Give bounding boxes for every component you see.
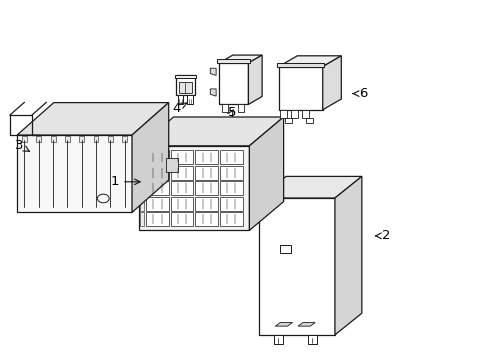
Polygon shape [122,136,127,142]
Polygon shape [278,56,341,67]
Polygon shape [322,56,341,110]
Polygon shape [36,136,41,142]
Polygon shape [170,197,193,211]
Polygon shape [108,136,113,142]
Polygon shape [146,212,168,226]
Polygon shape [22,136,27,142]
Polygon shape [280,245,290,253]
Polygon shape [290,110,297,118]
Text: 4: 4 [172,102,186,114]
Polygon shape [170,212,193,226]
Text: 5: 5 [227,106,236,119]
Polygon shape [219,63,248,104]
Polygon shape [139,117,283,146]
Polygon shape [140,197,144,211]
Polygon shape [334,176,361,335]
Polygon shape [285,118,291,123]
Polygon shape [280,110,286,118]
Polygon shape [278,67,322,110]
Polygon shape [220,166,242,180]
Polygon shape [273,335,282,344]
Polygon shape [170,166,193,180]
Polygon shape [275,323,292,326]
Polygon shape [195,166,218,180]
Polygon shape [179,82,191,93]
Polygon shape [174,75,196,78]
Polygon shape [220,212,242,226]
Polygon shape [132,103,168,212]
Polygon shape [301,110,308,118]
Polygon shape [139,146,249,230]
Polygon shape [210,89,216,96]
Polygon shape [166,158,178,172]
Polygon shape [248,55,262,104]
Polygon shape [140,150,144,164]
Polygon shape [220,150,242,164]
Polygon shape [195,197,218,211]
Polygon shape [140,212,144,226]
Polygon shape [259,176,361,198]
Polygon shape [170,181,193,195]
Text: 3: 3 [15,139,29,152]
Polygon shape [17,135,132,212]
Polygon shape [146,150,168,164]
Polygon shape [249,117,283,230]
Polygon shape [17,103,168,135]
Text: 2: 2 [375,229,390,242]
Polygon shape [146,197,168,211]
Polygon shape [170,150,193,164]
Polygon shape [146,166,168,180]
Polygon shape [237,104,244,112]
Polygon shape [277,63,324,67]
Polygon shape [305,118,312,123]
Polygon shape [297,323,314,326]
Text: 1: 1 [110,175,140,188]
Polygon shape [210,68,216,76]
Polygon shape [219,55,262,63]
Polygon shape [79,136,84,142]
Polygon shape [217,59,250,63]
Polygon shape [65,136,70,142]
Polygon shape [140,181,144,195]
Polygon shape [195,181,218,195]
Polygon shape [220,197,242,211]
Polygon shape [176,75,194,95]
Text: 6: 6 [352,87,366,100]
Polygon shape [93,136,98,142]
Polygon shape [187,95,193,104]
Polygon shape [51,136,56,142]
Polygon shape [146,181,168,195]
Polygon shape [195,212,218,226]
Polygon shape [307,335,316,344]
Polygon shape [177,95,183,104]
Polygon shape [220,181,242,195]
Polygon shape [195,150,218,164]
Polygon shape [140,166,144,180]
Polygon shape [221,104,228,112]
Polygon shape [259,198,334,335]
